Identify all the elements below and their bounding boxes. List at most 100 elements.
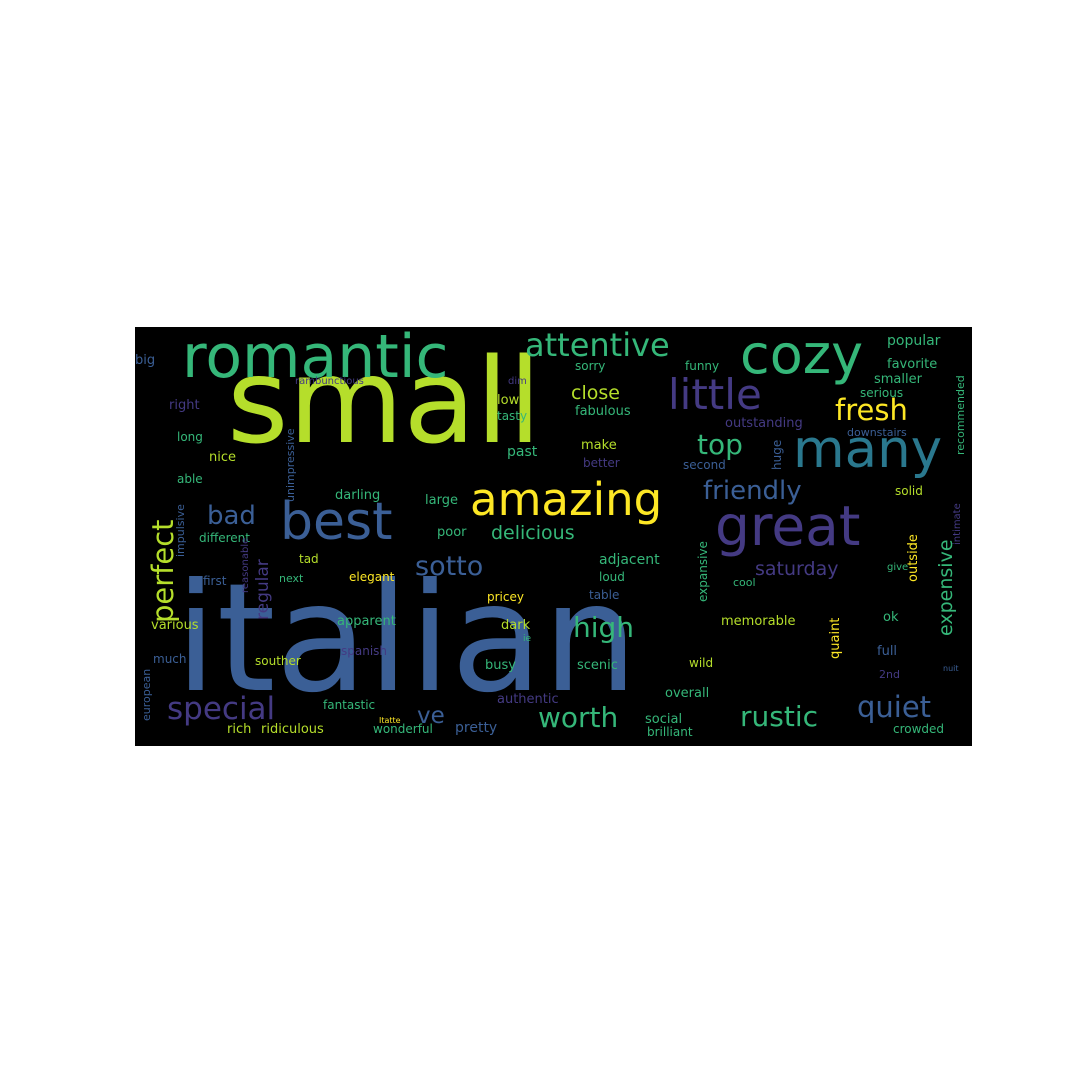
word-able: able [177,472,203,486]
word-full: full [877,644,898,659]
word-darling: darling [335,488,381,503]
word-various: various [151,618,199,633]
word-scenic: scenic [577,658,618,673]
word-special: special [167,691,276,727]
word-right: right [169,398,200,413]
word-dark: dark [501,618,531,633]
word-ie: ie [523,634,532,644]
word-high: high [573,611,635,644]
word-second: second [683,458,726,472]
word-busy: busy [485,658,516,673]
word-tasty: tasty [497,409,528,423]
word-wonderful: wonderful [373,722,433,736]
word-itatte: Itatte [379,716,401,725]
word-impulsive: impulsive [174,504,187,557]
word-european: european [140,668,153,721]
word-overall: overall [665,686,710,701]
word-ve: ve [417,703,445,729]
word-serious: serious [860,386,904,400]
word-authentic: authentic [497,692,559,707]
word-memorable: memorable [721,614,796,629]
word-italian: italian [175,552,638,726]
word-give: give [887,562,909,573]
word-low: low [497,393,520,408]
word-different: different [199,531,250,545]
word-rich: rich [227,722,252,737]
word-ok: ok [883,610,899,625]
word-amazing: amazing [470,473,663,526]
word-smaller: smaller [874,372,922,387]
word-rambunctious: rambunctious [295,376,364,387]
word-expansive: expansive [696,541,710,602]
word-worth: worth [538,701,619,734]
word-pretty: pretty [455,720,498,736]
word-small: small [227,332,542,470]
word-poor: poor [437,525,467,540]
word-great: great [715,494,861,558]
word-sorry: sorry [575,359,606,373]
word-sotto: sotto [415,551,484,582]
word-adjacent: adjacent [599,552,660,568]
word-much: much [153,652,187,666]
word-elegant: elegant [349,570,395,584]
word-popular: popular [887,333,941,349]
word-make: make [581,438,617,453]
word-friendly: friendly [703,476,802,506]
word-wild: wild [689,656,714,670]
word-first: first [203,574,227,588]
word-favorite: favorite [887,357,938,372]
word-nuit: nuit [943,664,959,673]
word-nice: nice [209,450,236,465]
word-brilliant: brilliant [647,725,693,739]
word-attentive: attentive [525,327,670,364]
word-expensive: expensive [935,539,957,636]
word-romantic: romantic [182,327,449,392]
word-big: big [135,353,156,368]
word-delicious: delicious [491,522,575,544]
word-spanish: spanish [341,644,388,658]
word-past: past [507,444,538,460]
word-cloud: italian small romantic cozy best great many ama… [135,327,972,746]
word-outstanding: outstanding [725,416,803,431]
word-quaint: quaint [828,617,843,659]
word-better: better [583,456,620,470]
word-recommended: recommended [954,375,967,455]
word-quiet: quiet [857,690,932,724]
word-bad: bad [207,501,256,531]
word-saturday: saturday [755,558,839,580]
word-funny: funny [685,359,720,373]
word-social: social [645,712,683,727]
word-pricey: pricey [487,590,524,604]
word-many: many [793,419,943,480]
word-solid: solid [895,484,923,498]
word-apparent: apparent [337,614,396,629]
word-loud: loud [599,570,625,584]
word-cozy: cozy [740,327,864,386]
word-cool: cool [733,576,756,589]
word-best: best [280,492,393,552]
word-unimpressive: unimpressive [284,428,297,502]
word-reasonable: reasonable [240,537,251,593]
word-tad: tad [299,552,319,566]
word-ridiculous: ridiculous [261,722,324,737]
word-huge: huge [770,439,784,470]
word-souther: souther [255,654,301,668]
word-outside: outside [906,534,921,582]
word-fabulous: fabulous [575,404,631,419]
word-close: close [571,382,620,404]
word-large: large [425,493,458,508]
word-regular: regular [253,559,273,620]
word-intimate: intimate [952,503,963,545]
word-next: next [279,572,304,585]
word-table: table [589,588,620,602]
word-downstairs: downstairs [847,426,907,439]
word-little: little [668,370,762,419]
word-long: long [177,430,203,444]
word-2nd: 2nd [879,668,900,681]
word-fresh: fresh [835,393,908,427]
word-top: top [697,428,743,461]
word-rustic: rustic [740,700,818,733]
word-fantastic: fantastic [323,698,376,712]
word-dim: dim [508,376,527,387]
word-crowded: crowded [893,722,945,736]
